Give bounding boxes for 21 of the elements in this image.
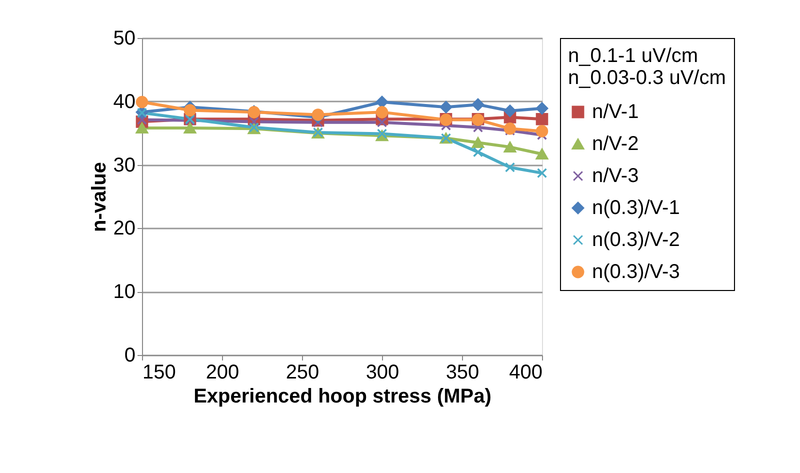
- legend-label: n(0.3)/V-2: [592, 229, 680, 251]
- y-tick-label: 30: [113, 154, 136, 176]
- x-tick-label: 350: [446, 362, 480, 384]
- y-tick-label: 20: [113, 218, 136, 240]
- legend-label: n/V-1: [592, 101, 639, 123]
- y-tick-label: 40: [113, 90, 136, 113]
- legend-label: n/V-2: [592, 133, 639, 155]
- y-tick-label: 0: [124, 344, 136, 366]
- x-tick-label: 250: [286, 362, 320, 384]
- x-tick-label: 300: [366, 362, 400, 384]
- legend-label: n(0.3)/V-1: [592, 197, 680, 219]
- legend-label: n(0.3)/V-3: [592, 261, 680, 283]
- y-axis-title: n-value: [88, 162, 110, 232]
- legend-title: n_0.1-1 uV/cm n_0.03-0.3 uV/cm: [568, 45, 726, 89]
- y-tick-label: 10: [113, 281, 136, 304]
- legend-label: n/V-3: [592, 165, 639, 187]
- x-tick-label: 150: [142, 362, 176, 384]
- x-axis-title: Experienced hoop stress (MPa): [194, 386, 492, 408]
- x-tick-label: 400: [509, 362, 542, 384]
- x-tick-label: 200: [206, 362, 240, 384]
- y-tick-label: 50: [113, 28, 136, 50]
